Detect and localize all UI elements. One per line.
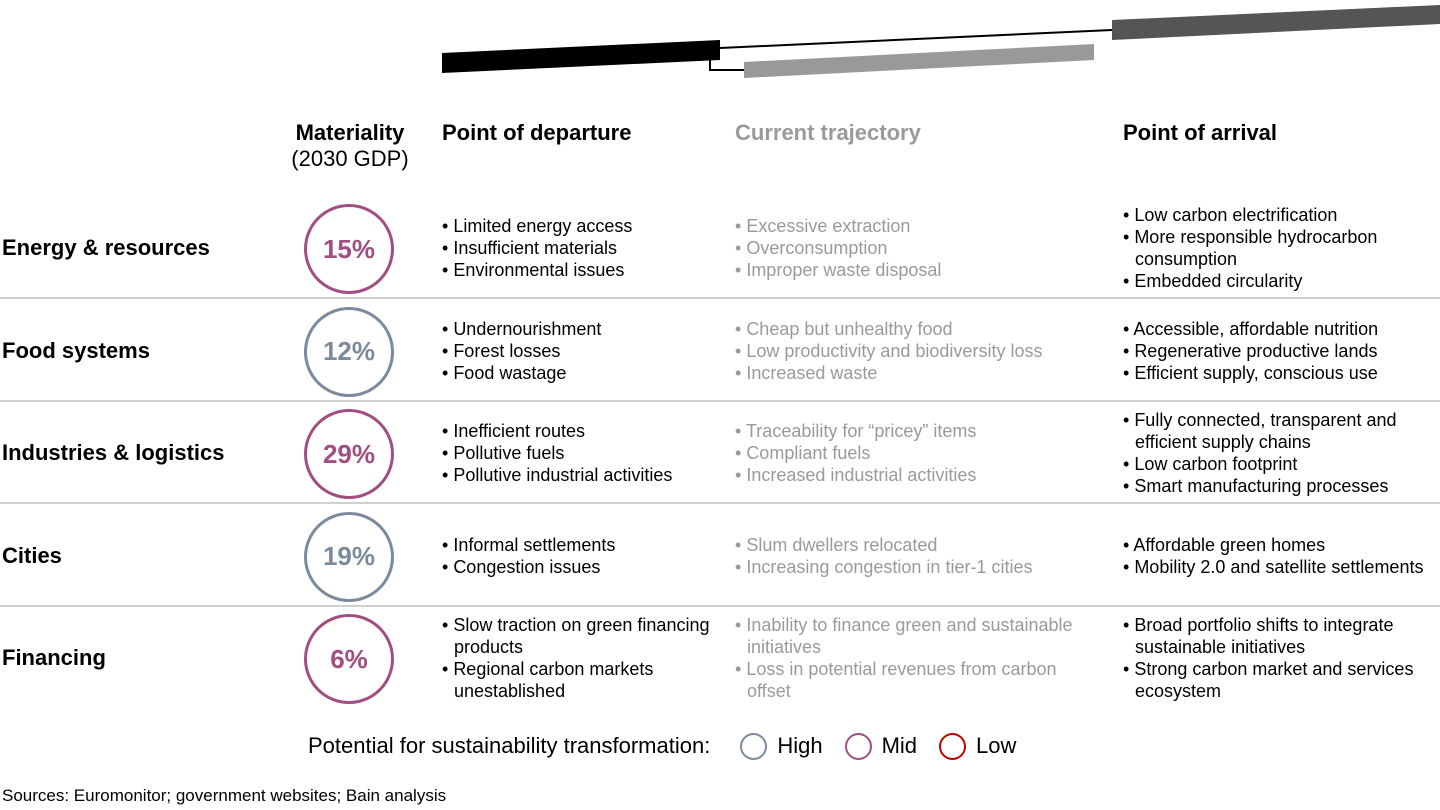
row-separator xyxy=(0,502,1440,504)
trajectory-item: Slum dwellers relocated xyxy=(735,534,1105,556)
materiality-header: Materiality (2030 GDP) xyxy=(280,120,420,172)
table-row: Financing 6% Slow traction on green financ… xyxy=(0,607,1440,709)
row-separator xyxy=(0,399,1440,402)
departure-item: Informal settlements xyxy=(442,534,732,556)
departure-item: Congestion issues xyxy=(442,556,732,578)
trajectory-item: Loss in potential revenues from carbon o… xyxy=(735,658,1105,702)
trajectory-list: Cheap but unhealthy foodLow productivity… xyxy=(735,300,1105,402)
arrival-item: Accessible, affordable nutrition xyxy=(1123,318,1440,340)
trajectory-list: Inability to finance green and sustainab… xyxy=(735,607,1105,709)
trajectory-item: Improper waste disposal xyxy=(735,259,1105,281)
legend-item: High xyxy=(740,732,823,760)
legend-label: Mid xyxy=(881,733,918,758)
legend: Potential for sustainability transformat… xyxy=(308,731,1016,761)
departure-list: Limited energy accessInsufficient materi… xyxy=(442,197,732,299)
arrival-item: Low carbon electrification xyxy=(1123,204,1440,226)
arrival-item: Strong carbon market and services ecosys… xyxy=(1123,658,1440,702)
row-name: Cities xyxy=(2,542,62,568)
departure-item: Pollutive industrial activities xyxy=(442,464,732,486)
departure-list: Slow traction on green financing product… xyxy=(442,607,732,709)
departure-item: Food wastage xyxy=(442,362,732,384)
row-separator xyxy=(0,604,1440,607)
legend-circle xyxy=(939,732,967,760)
departure-item: Regional carbon markets unestablished xyxy=(442,658,732,702)
legend-item: Mid xyxy=(844,732,918,760)
materiality-circle: 6% xyxy=(304,614,394,704)
trajectory-item: Increased waste xyxy=(735,362,1105,384)
trajectory-item: Inability to finance green and sustainab… xyxy=(735,614,1105,658)
arrival-item: Embedded circularity xyxy=(1123,270,1440,292)
departure-item: Pollutive fuels xyxy=(442,442,732,464)
arrival-item: Regenerative productive lands xyxy=(1123,340,1440,362)
departure-item: Insufficient materials xyxy=(442,237,732,259)
arrival-list: Affordable green homesMobility 2.0 and s… xyxy=(1123,505,1440,607)
legend-circle xyxy=(844,732,872,760)
arrival-item: Efficient supply, conscious use xyxy=(1123,362,1440,384)
arrival-list: Fully connected, transparent and efficie… xyxy=(1123,402,1440,504)
header-subtext: (2030 GDP) xyxy=(291,146,409,171)
departure-item: Environmental issues xyxy=(442,259,732,281)
row-name: Industries & logistics xyxy=(2,440,225,465)
arrival-item: Smart manufacturing processes xyxy=(1123,475,1440,497)
legend-label: Low xyxy=(976,733,1017,758)
arrival-item: Fully connected, transparent and efficie… xyxy=(1123,409,1440,453)
arrival-header: Point of arrival xyxy=(1123,120,1278,145)
legend-label: High xyxy=(777,733,823,758)
arrival-list: Broad portfolio shifts to integrate sust… xyxy=(1123,607,1440,709)
arrival-list: Low carbon electrificationMore responsib… xyxy=(1123,197,1440,299)
table-row: Cities 19% Informal settlementsCongestion … xyxy=(0,505,1440,607)
legend-title: Potential for sustainability transformat… xyxy=(308,733,711,758)
trajectory-item: Traceability for “pricey” items xyxy=(735,420,1105,442)
departure-item: Limited energy access xyxy=(442,215,732,237)
source: Sources: Euromonitor; government website… xyxy=(2,786,447,805)
departure-list: Inefficient routesPollutive fuelsPolluti… xyxy=(442,402,732,504)
row-separator xyxy=(0,297,1440,299)
row-name: Energy & resources xyxy=(2,235,210,260)
departure-list: UndernourishmentForest lossesFood wastag… xyxy=(442,300,732,402)
arrival-list: Accessible, affordable nutritionRegenera… xyxy=(1123,300,1440,402)
trajectory-item: Increased industrial activities xyxy=(735,464,1105,486)
trajectory-item: Increasing congestion in tier-1 cities xyxy=(735,556,1105,578)
row-name: Financing xyxy=(2,645,106,670)
header-text: Materiality xyxy=(295,120,405,145)
materiality-circle: 15% xyxy=(304,204,394,294)
table-row: Food systems 12% UndernourishmentForest lo… xyxy=(0,300,1440,402)
departure-item: Forest losses xyxy=(442,340,732,362)
materiality-circle: 19% xyxy=(304,511,394,602)
table-row: Energy & resources 15% Limited energy acce… xyxy=(0,197,1440,299)
departure-header: Point of departure xyxy=(442,120,632,145)
arrival-item: Broad portfolio shifts to integrate sust… xyxy=(1123,614,1440,658)
trajectory-list: Slum dwellers relocatedIncreasing conges… xyxy=(735,505,1105,607)
row-name: Food systems xyxy=(2,337,150,363)
trajectory-list: Traceability for “pricey” itemsCompliant… xyxy=(735,402,1105,504)
table-row: Industries & logistics 29% Inefficient rou… xyxy=(0,402,1440,504)
departure-item: Undernourishment xyxy=(442,318,732,340)
legend-item: Low xyxy=(939,732,1017,760)
trajectory-header: Current trajectory xyxy=(735,120,921,145)
arrival-item: More responsible hydrocarbon consumption xyxy=(1123,226,1440,270)
trajectory-list: Excessive extractionOverconsumptionImpro… xyxy=(735,197,1105,299)
arrival-item: Affordable green homes xyxy=(1123,534,1440,556)
materiality-circle: 12% xyxy=(304,306,394,397)
trajectory-item: Cheap but unhealthy food xyxy=(735,318,1105,340)
departure-item: Slow traction on green financing product… xyxy=(442,614,732,658)
arrival-item: Mobility 2.0 and satellite settlements xyxy=(1123,556,1440,578)
departure-item: Inefficient routes xyxy=(442,420,732,442)
trajectory-item: Excessive extraction xyxy=(735,215,1105,237)
legend-circle xyxy=(740,732,768,760)
trajectory-item: Overconsumption xyxy=(735,237,1105,259)
arrival-item: Low carbon footprint xyxy=(1123,453,1440,475)
materiality-circle: 29% xyxy=(304,409,394,499)
trajectory-item: Compliant fuels xyxy=(735,442,1105,464)
trajectory-graphic xyxy=(442,5,1440,78)
departure-list: Informal settlementsCongestion issues xyxy=(442,505,732,607)
trajectory-item: Low productivity and biodiversity loss xyxy=(735,340,1105,362)
